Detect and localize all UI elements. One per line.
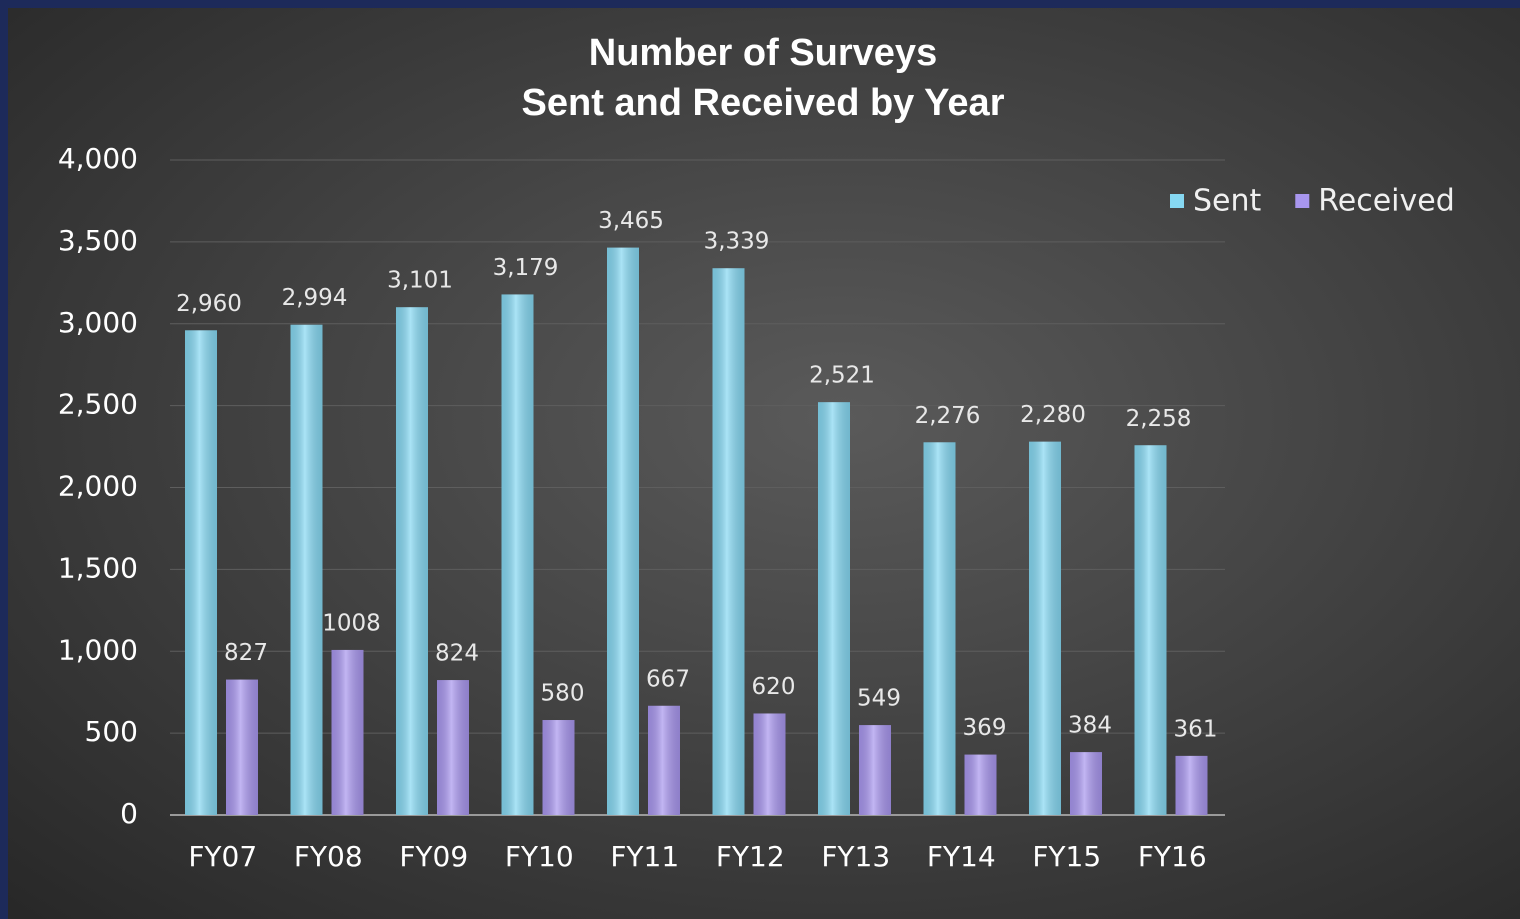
x-tick-label: FY13 [821,840,890,873]
data-label: 549 [857,686,901,712]
x-tick-label: FY07 [188,840,257,873]
y-tick-label: 500 [85,715,138,748]
data-label: 361 [1174,716,1218,742]
data-label: 580 [541,681,585,707]
data-label: 2,521 [809,363,875,389]
data-label: 620 [752,674,796,700]
data-label: 384 [1068,713,1112,739]
data-label: 2,960 [176,291,242,317]
x-tick-label: FY12 [716,840,785,873]
bar [185,330,217,815]
chart-title: Sent and Received by Year [522,82,1005,124]
bar [607,247,639,815]
x-tick-label: FY14 [927,840,996,873]
x-tick-label: FY09 [399,840,468,873]
data-label: 3,465 [598,208,664,234]
data-label: 3,339 [704,229,770,255]
bar [1175,755,1208,815]
bar [753,713,786,815]
y-tick-label: 3,000 [58,306,138,339]
legend-swatch [1295,194,1310,208]
legend-label: Received [1318,184,1455,219]
bar [859,725,891,815]
x-tick-label: FY10 [505,840,574,873]
x-tick-label: FY15 [1032,840,1101,873]
data-label: 2,276 [915,403,981,429]
y-tick-label: 1,000 [58,633,138,666]
data-label: 1008 [322,610,381,636]
bar [501,294,534,816]
chart-title: Number of Surveys [589,32,937,74]
bar [437,680,469,815]
bar [542,720,575,815]
x-tick-label: FY08 [294,840,363,873]
data-label: 2,280 [1020,402,1086,428]
bar [331,649,364,815]
y-tick-label: 3,500 [58,224,138,257]
bar [648,705,680,815]
bar [818,402,850,815]
y-tick-label: 1,500 [58,551,138,584]
data-label: 667 [646,666,690,692]
data-label: 2,994 [282,285,348,311]
bar [290,324,323,815]
bar [712,268,745,815]
bar [226,679,258,815]
data-label: 3,179 [493,255,559,281]
y-tick-label: 2,000 [58,470,138,503]
legend-swatch [1170,194,1184,208]
bar [1029,441,1061,815]
x-tick-label: FY16 [1138,840,1207,873]
legend-label: Sent [1193,184,1262,219]
y-tick-label: 2,500 [58,388,138,421]
bar [923,442,956,815]
data-label: 827 [224,640,268,666]
data-label: 369 [963,715,1007,741]
bar [1134,445,1167,815]
bar [964,754,997,815]
y-tick-label: 4,000 [58,142,138,175]
y-tick-label: 0 [120,797,138,830]
bar [1070,752,1102,815]
data-label: 824 [435,641,479,667]
bar [396,307,428,815]
data-label: 2,258 [1126,406,1192,432]
x-tick-label: FY11 [610,840,679,873]
data-label: 3,101 [387,268,453,294]
